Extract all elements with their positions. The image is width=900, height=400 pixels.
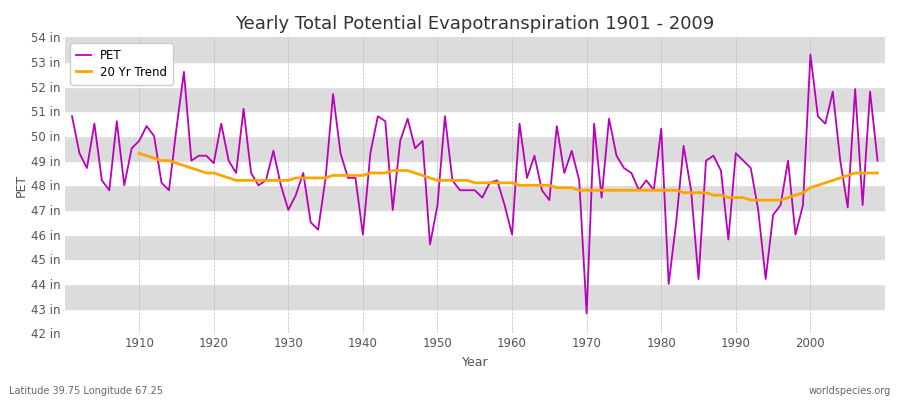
Bar — [65, 37, 885, 62]
Bar — [65, 309, 885, 333]
PET — [500, 203, 510, 208]
20 Yr Trend — [275, 178, 286, 183]
PET — [581, 311, 592, 316]
Line: PET: PET — [72, 54, 878, 314]
20 Yr Trend — [820, 180, 831, 185]
PET — [805, 52, 815, 57]
20 Yr Trend — [574, 188, 585, 193]
PET — [604, 116, 615, 121]
PET — [291, 193, 302, 198]
Legend: PET, 20 Yr Trend: PET, 20 Yr Trend — [70, 43, 173, 84]
PET — [335, 151, 346, 156]
Bar — [65, 111, 885, 136]
20 Yr Trend — [872, 170, 883, 175]
X-axis label: Year: Year — [462, 356, 488, 369]
Line: 20 Yr Trend: 20 Yr Trend — [140, 153, 878, 200]
Text: worldspecies.org: worldspecies.org — [809, 386, 891, 396]
Bar — [65, 62, 885, 87]
20 Yr Trend — [134, 151, 145, 156]
Bar — [65, 284, 885, 309]
PET — [872, 158, 883, 163]
Bar — [65, 259, 885, 284]
20 Yr Trend — [305, 176, 316, 180]
Bar — [65, 161, 885, 185]
Bar — [65, 87, 885, 111]
PET — [507, 232, 517, 237]
Title: Yearly Total Potential Evapotranspiration 1901 - 2009: Yearly Total Potential Evapotranspiratio… — [235, 15, 715, 33]
Bar — [65, 235, 885, 259]
PET — [67, 114, 77, 119]
Bar — [65, 210, 885, 235]
Text: Latitude 39.75 Longitude 67.25: Latitude 39.75 Longitude 67.25 — [9, 386, 163, 396]
Bar — [65, 185, 885, 210]
Bar — [65, 136, 885, 161]
PET — [126, 146, 137, 151]
20 Yr Trend — [842, 173, 853, 178]
20 Yr Trend — [745, 198, 756, 202]
20 Yr Trend — [514, 183, 525, 188]
Y-axis label: PET: PET — [15, 174, 28, 197]
